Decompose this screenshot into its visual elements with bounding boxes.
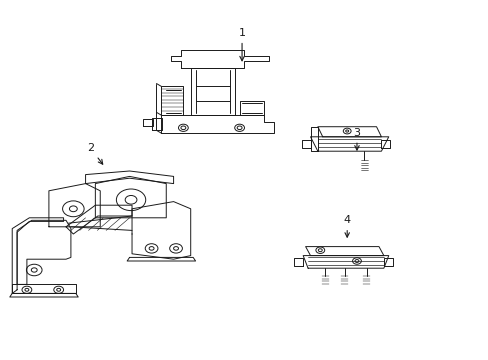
Text: 2: 2 [87,143,102,164]
Text: 1: 1 [238,28,245,61]
Text: 3: 3 [353,127,360,150]
Text: 4: 4 [343,215,350,237]
